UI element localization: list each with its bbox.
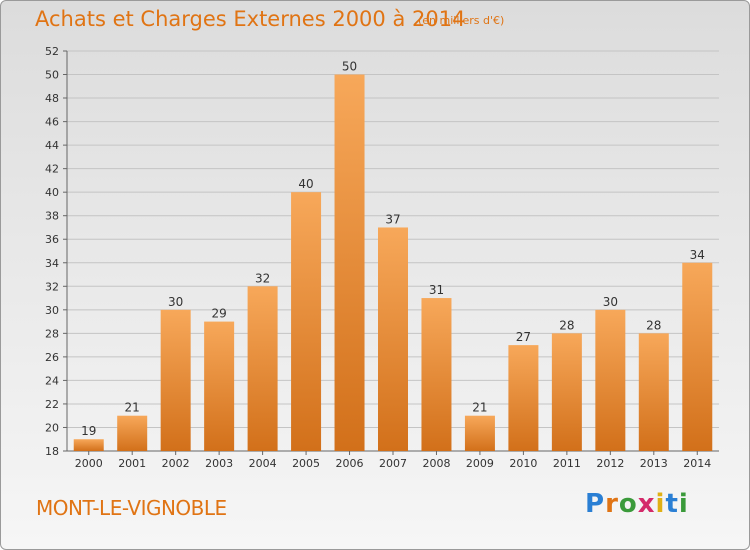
chart-subtitle: (en milliers d'€) — [418, 14, 505, 27]
y-tick-label: 48 — [45, 92, 59, 105]
value-labels: 19 21 30 29 32 40 50 37 31 21 27 28 30 28 34 — [81, 60, 705, 439]
bar-2008 — [421, 298, 452, 451]
bar-2006 — [334, 74, 365, 451]
value-label-2006: 50 — [342, 60, 357, 74]
bar-2014 — [682, 262, 713, 451]
bar-2010 — [508, 345, 539, 451]
x-tick-label-2008: 2008 — [422, 457, 450, 470]
logo-letter: r — [605, 489, 619, 519]
value-label-2007: 37 — [385, 212, 400, 226]
y-tick-label: 46 — [45, 116, 59, 129]
value-label-2000: 19 — [81, 424, 96, 438]
bar-2005 — [291, 192, 322, 452]
bar-2011 — [551, 333, 582, 451]
x-tick-label-2003: 2003 — [205, 457, 233, 470]
bar-2000 — [73, 439, 104, 451]
y-tick-label: 22 — [45, 398, 59, 411]
y-tick-label: 52 — [45, 45, 59, 58]
bar-2013 — [638, 333, 669, 451]
y-tick-label: 36 — [45, 233, 59, 246]
bar-2012 — [595, 309, 626, 451]
logo-letter: o — [618, 489, 638, 519]
x-tick-label-2002: 2002 — [162, 457, 190, 470]
bars — [73, 74, 713, 452]
x-tick-label-2012: 2012 — [596, 457, 624, 470]
value-label-2012: 30 — [603, 295, 618, 309]
value-label-2004: 32 — [255, 271, 270, 285]
y-tick-label: 44 — [45, 139, 59, 152]
y-tick-label: 38 — [45, 210, 59, 223]
value-label-2013: 28 — [646, 318, 661, 332]
x-tick-label-2010: 2010 — [509, 457, 537, 470]
y-tick-label: 24 — [45, 374, 59, 387]
logo-letter: P — [585, 489, 606, 519]
value-label-2011: 28 — [559, 318, 574, 332]
y-tick-label: 50 — [45, 69, 59, 82]
logo-letter: x — [637, 489, 656, 519]
y-tick-label: 32 — [45, 280, 59, 293]
x-tick-label-2007: 2007 — [379, 457, 407, 470]
y-tick-label: 18 — [45, 445, 59, 458]
bar-2003 — [204, 321, 235, 451]
logo-letter: i — [678, 489, 689, 519]
town-name: MONT-LE-VIGNOBLE — [36, 496, 227, 520]
x-tick-label-2011: 2011 — [553, 457, 581, 470]
x-tick-labels: 2000 2001 2002 2003 2004 2005 2006 2007 2008 2009… — [75, 451, 711, 470]
y-tick-label: 20 — [45, 421, 59, 434]
value-label-2009: 21 — [472, 401, 487, 415]
y-tick-label: 26 — [45, 351, 59, 364]
y-tick-label: 42 — [45, 163, 59, 176]
x-tick-label-2001: 2001 — [118, 457, 146, 470]
x-tick-label-2000: 2000 — [75, 457, 103, 470]
y-tick-label: 40 — [45, 186, 59, 199]
bar-2001 — [117, 415, 148, 451]
value-label-2001: 21 — [125, 401, 140, 415]
value-label-2014: 34 — [690, 248, 705, 262]
x-tick-label-2005: 2005 — [292, 457, 320, 470]
value-label-2002: 30 — [168, 295, 183, 309]
bar-2002 — [160, 309, 191, 451]
x-tick-label-2014: 2014 — [683, 457, 711, 470]
y-tick-label: 30 — [45, 304, 59, 317]
value-label-2008: 31 — [429, 283, 444, 297]
x-tick-label-2006: 2006 — [336, 457, 364, 470]
y-tick-label: 28 — [45, 327, 59, 340]
bar-2009 — [464, 415, 495, 451]
chart-title: Achats et Charges Externes 2000 à 2014 — [35, 7, 466, 31]
value-label-2003: 29 — [211, 307, 226, 321]
x-tick-label-2009: 2009 — [466, 457, 494, 470]
y-tick-labels: 18 20 22 24 26 28 30 32 34 36 38 40 42 44 46 48 50 52 — [45, 45, 59, 458]
logo-letter: t — [665, 489, 679, 519]
y-tick-label: 34 — [45, 257, 59, 270]
value-label-2010: 27 — [516, 330, 531, 344]
value-label-2005: 40 — [298, 177, 313, 191]
proxiti-logo[interactable]: Proxiti — [585, 489, 689, 519]
x-tick-label-2004: 2004 — [249, 457, 277, 470]
logo-letter: i — [655, 489, 666, 519]
x-tick-label-2013: 2013 — [640, 457, 668, 470]
bar-2004 — [247, 286, 278, 451]
bar-2007 — [378, 227, 408, 451]
